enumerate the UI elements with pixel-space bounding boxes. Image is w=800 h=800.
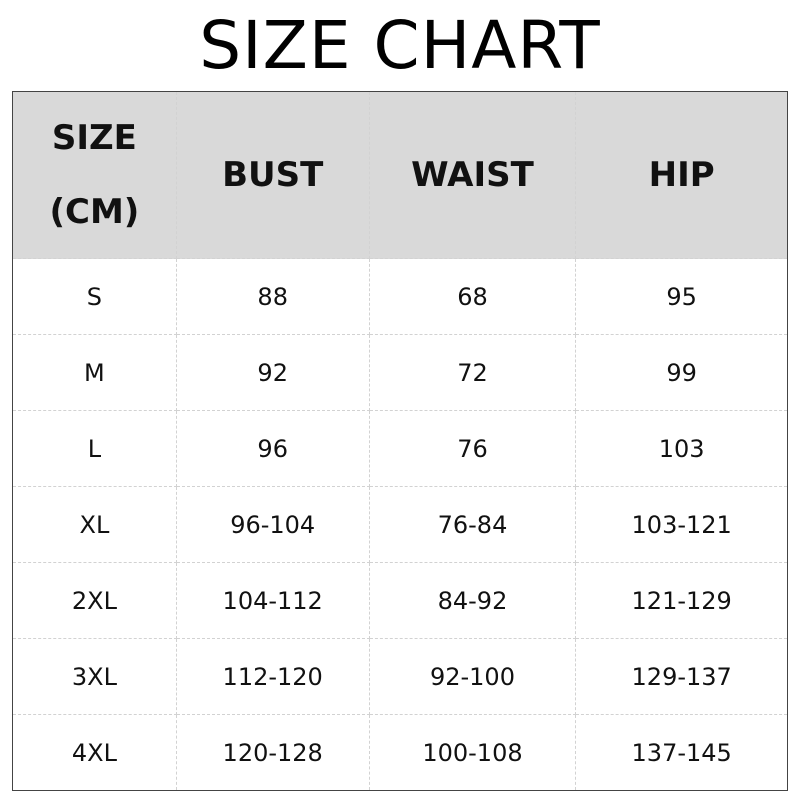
table-row: M 92 72 99	[12, 334, 788, 411]
cell-size: M	[12, 334, 177, 411]
header-row: SIZE (CM) BUST WAIST HIP	[12, 91, 788, 259]
cell-size: XL	[12, 486, 177, 563]
cell-bust: 120-128	[175, 714, 370, 791]
header-hip: HIP	[575, 91, 788, 259]
cell-hip: 95	[575, 258, 788, 335]
size-table: SIZE (CM) BUST WAIST HIP S 88 68 95 M 92 72 99 L 9…	[12, 91, 788, 791]
table-row: S 88 68 95	[12, 258, 788, 335]
cell-waist: 84-92	[368, 562, 577, 639]
cell-waist: 76	[368, 410, 577, 487]
header-waist: WAIST	[368, 91, 577, 259]
cell-bust: 112-120	[175, 638, 370, 715]
cell-hip: 99	[575, 334, 788, 411]
header-size-label: SIZE	[51, 118, 137, 158]
cell-waist: 68	[368, 258, 577, 335]
cell-waist: 76-84	[368, 486, 577, 563]
cell-bust: 92	[175, 334, 370, 411]
table-row: 3XL 112-120 92-100 129-137	[12, 638, 788, 715]
cell-bust: 96-104	[175, 486, 370, 563]
header-bust: BUST	[175, 91, 370, 259]
cell-size: S	[12, 258, 177, 335]
cell-size: 4XL	[12, 714, 177, 791]
table-row: L 96 76 103	[12, 410, 788, 487]
cell-waist: 72	[368, 334, 577, 411]
cell-hip: 121-129	[575, 562, 788, 639]
cell-size: L	[12, 410, 177, 487]
cell-waist: 100-108	[368, 714, 577, 791]
table-row: XL 96-104 76-84 103-121	[12, 486, 788, 563]
cell-bust: 104-112	[175, 562, 370, 639]
header-size-unit: (CM)	[49, 192, 140, 232]
cell-size: 2XL	[12, 562, 177, 639]
cell-waist: 92-100	[368, 638, 577, 715]
header-size: SIZE (CM)	[12, 91, 177, 259]
cell-hip: 103-121	[575, 486, 788, 563]
table-row: 4XL 120-128 100-108 137-145	[12, 714, 788, 791]
cell-bust: 88	[175, 258, 370, 335]
cell-size: 3XL	[12, 638, 177, 715]
cell-hip: 103	[575, 410, 788, 487]
cell-hip: 137-145	[575, 714, 788, 791]
table-row: 2XL 104-112 84-92 121-129	[12, 562, 788, 639]
cell-hip: 129-137	[575, 638, 788, 715]
cell-bust: 96	[175, 410, 370, 487]
page-title: SIZE CHART	[199, 7, 601, 84]
